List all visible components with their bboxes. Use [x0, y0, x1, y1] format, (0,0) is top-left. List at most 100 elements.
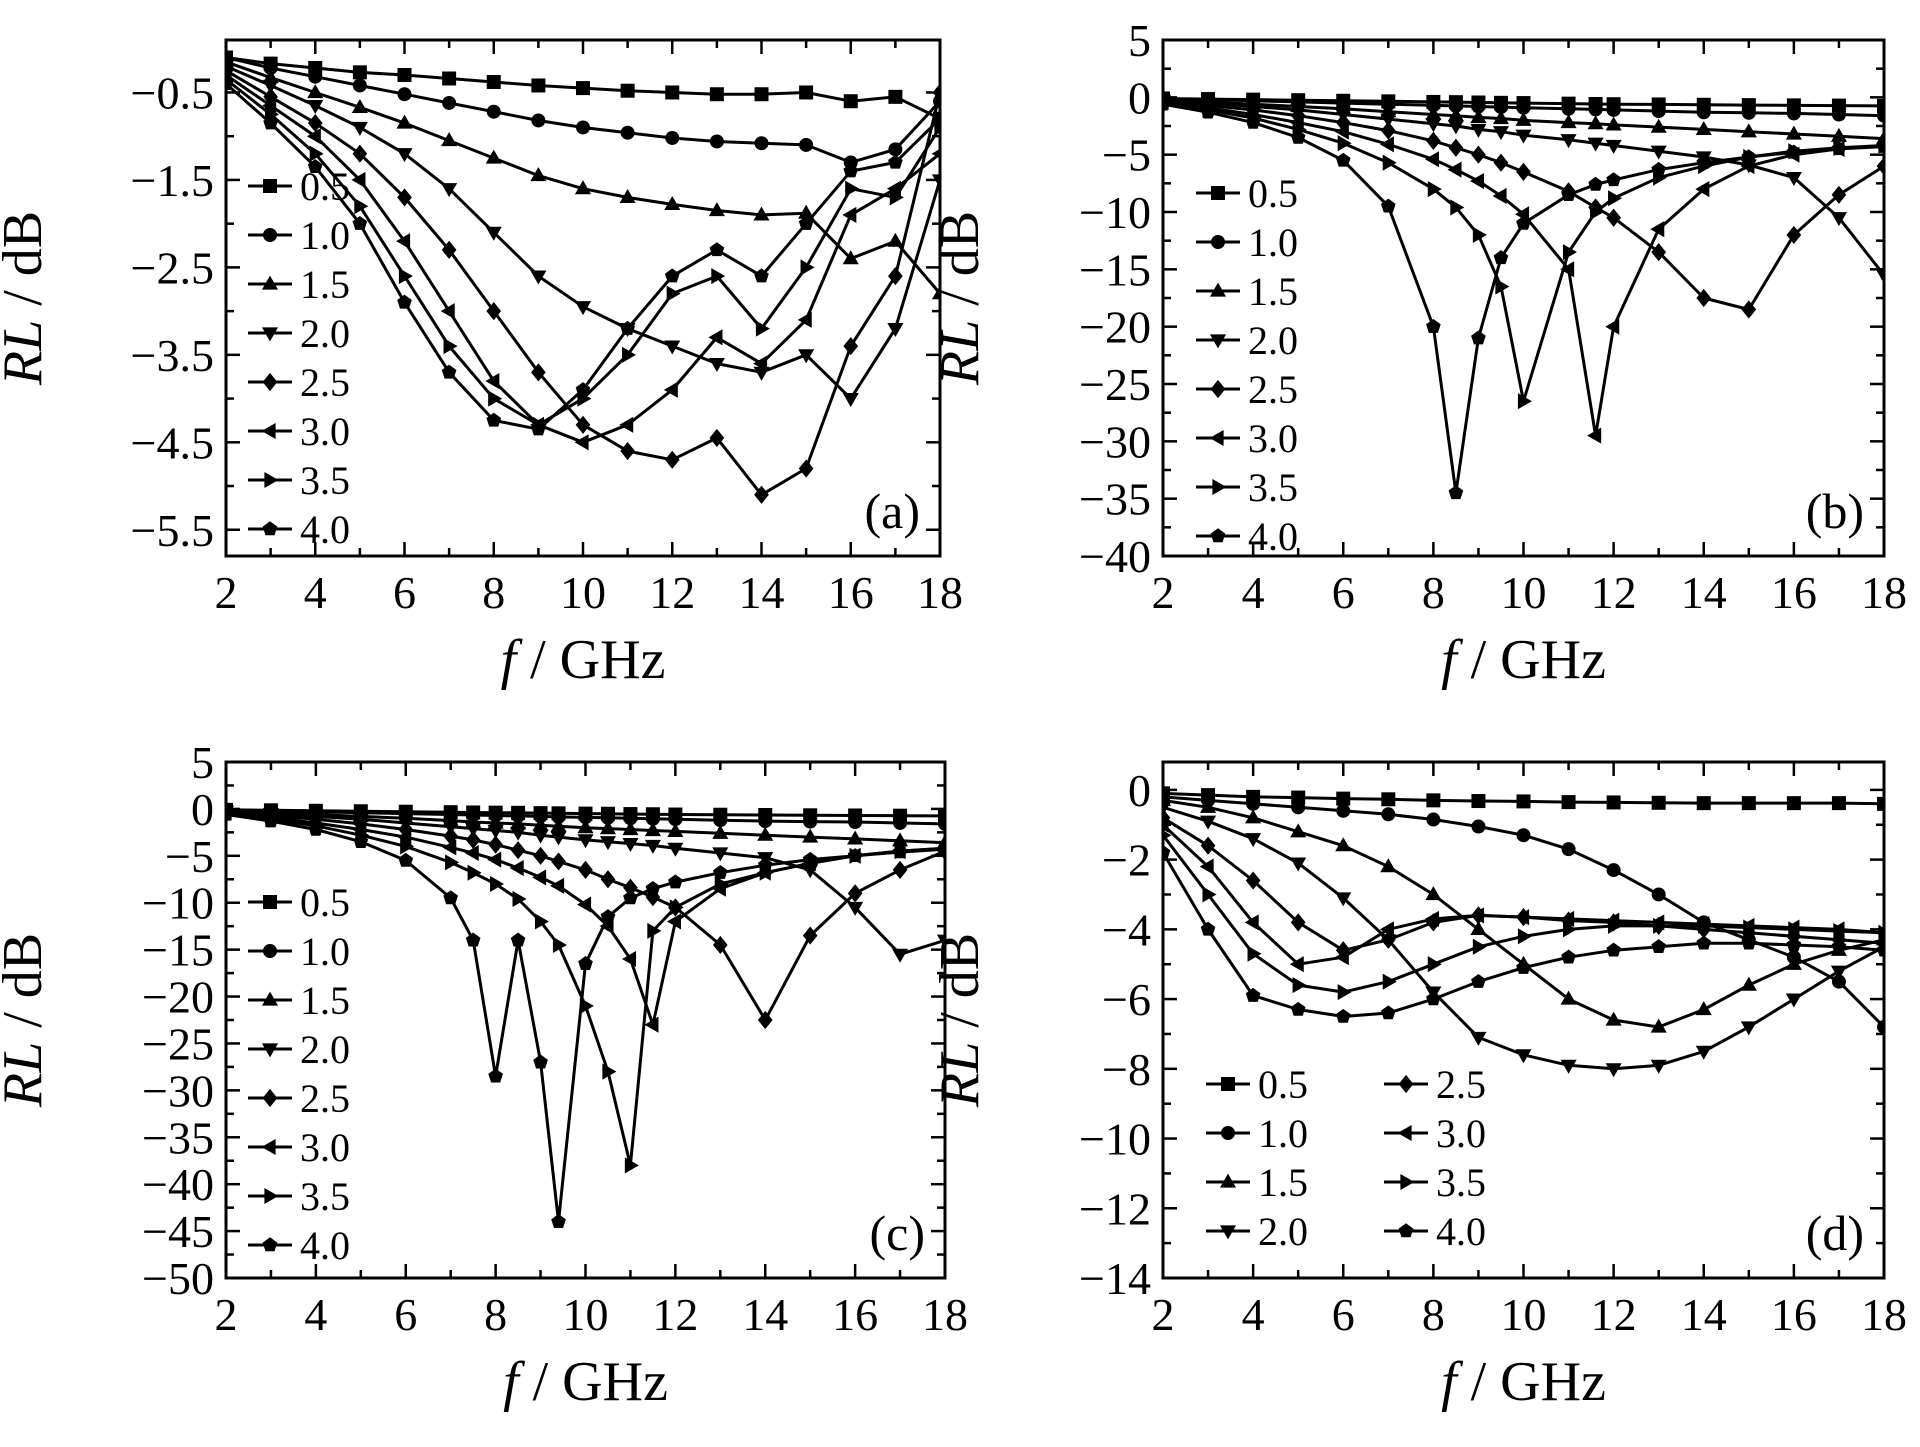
- legend: 0.51.01.52.02.53.03.54.0: [1196, 171, 1298, 559]
- x-tick-label: 18: [922, 1289, 968, 1340]
- legend-label: 2.5: [300, 1076, 350, 1121]
- data-point: [892, 832, 909, 847]
- y-tick-label: −15: [142, 925, 214, 976]
- legend-marker: [1221, 1077, 1235, 1091]
- data-point: [397, 87, 412, 102]
- data-point: [1560, 1059, 1577, 1074]
- data-point: [644, 839, 661, 854]
- legend-label: 1.0: [1258, 1111, 1308, 1156]
- data-point: [398, 268, 413, 285]
- y-tick-label: −6: [1102, 974, 1151, 1025]
- data-point: [485, 226, 502, 241]
- legend-label: 3.0: [1248, 416, 1298, 461]
- x-tick-label: 2: [1152, 567, 1175, 618]
- data-point: [1562, 244, 1577, 261]
- data-point: [1561, 795, 1576, 810]
- data-point: [487, 824, 504, 839]
- legend-label: 2.5: [300, 360, 350, 405]
- y-axis-unit: / dB: [929, 933, 991, 1042]
- data-point: [576, 81, 590, 96]
- y-tick-label: −14: [1079, 1253, 1151, 1304]
- legend-label: 3.5: [300, 458, 350, 503]
- data-point: [396, 114, 413, 129]
- legend-label: 0.5: [300, 164, 350, 209]
- data-point: [1786, 106, 1801, 121]
- legend-item: 2.5: [1384, 1062, 1486, 1107]
- legend-marker: [1209, 282, 1227, 297]
- legend-marker: [261, 1043, 279, 1058]
- data-point: [1516, 960, 1531, 974]
- y-tick-label: −25: [142, 1018, 214, 1069]
- data-point: [600, 810, 615, 825]
- data-point: [530, 270, 547, 285]
- data-point: [1495, 278, 1510, 295]
- data-point: [1606, 172, 1621, 187]
- y-tick-label: −30: [142, 1065, 214, 1116]
- data-point: [262, 79, 279, 94]
- data-point: [532, 816, 549, 831]
- legend-label: 1.5: [300, 978, 350, 1023]
- legend-item: 2.0: [248, 1027, 350, 1072]
- data-point: [574, 180, 592, 195]
- legend-label: 1.5: [1258, 1160, 1308, 1205]
- data-point: [1516, 828, 1531, 843]
- data-point: [712, 865, 728, 879]
- data-point: [1515, 111, 1532, 126]
- series-2.0: [1163, 94, 1884, 284]
- series-line: [226, 813, 945, 1224]
- y-tick-label: 5: [1128, 15, 1151, 66]
- data-point: [709, 428, 725, 448]
- data-point: [1743, 919, 1758, 936]
- legend-marker: [262, 1088, 278, 1108]
- data-point: [669, 899, 684, 916]
- data-point: [1426, 793, 1441, 808]
- data-point: [1471, 794, 1486, 809]
- data-point: [1606, 942, 1621, 957]
- series-1.0: [1163, 789, 1884, 1034]
- data-point: [1247, 945, 1262, 962]
- data-point: [802, 851, 818, 866]
- legend-label: 3.5: [300, 1174, 350, 1219]
- data-point: [488, 1068, 503, 1083]
- data-point: [1831, 107, 1846, 122]
- data-point: [668, 812, 683, 827]
- y-tick-label: −30: [1079, 416, 1151, 467]
- data-point: [1245, 809, 1262, 824]
- data-point: [1741, 149, 1757, 164]
- legend-item: 1.0: [248, 929, 350, 974]
- data-point: [1246, 796, 1261, 811]
- data-point: [485, 373, 500, 390]
- data-point: [576, 120, 590, 135]
- data-point: [664, 268, 680, 283]
- data-point: [465, 830, 481, 849]
- data-point: [509, 859, 524, 877]
- data-point: [1379, 921, 1394, 938]
- data-point: [1335, 837, 1352, 852]
- data-point: [534, 913, 549, 930]
- data-point: [351, 171, 366, 188]
- legend-marker: [1221, 1126, 1235, 1140]
- data-point: [1605, 1011, 1622, 1026]
- legend: 0.51.01.52.02.53.03.54.0: [1206, 1062, 1486, 1254]
- data-point: [1831, 974, 1846, 989]
- data-point: [1786, 796, 1801, 811]
- data-point: [1587, 427, 1602, 444]
- series-3.5: [226, 74, 940, 433]
- data-point: [1562, 921, 1577, 938]
- data-point: [577, 896, 592, 913]
- data-point: [1785, 955, 1802, 970]
- data-point: [1425, 118, 1442, 133]
- legend-marker: [261, 275, 279, 290]
- series-line: [226, 808, 945, 818]
- data-point: [848, 815, 863, 830]
- legend-item: 4.0: [248, 507, 350, 552]
- data-point: [1878, 924, 1884, 941]
- data-point: [753, 366, 770, 381]
- panel-label: (d): [1806, 1205, 1864, 1261]
- y-axis-unit: / dB: [0, 933, 54, 1042]
- data-point: [1289, 956, 1304, 973]
- data-point: [664, 450, 680, 469]
- y-tick-label: −4: [1102, 904, 1151, 955]
- x-tick-label: 16: [1771, 1289, 1817, 1340]
- x-axis-unit: / GHz: [519, 1351, 668, 1413]
